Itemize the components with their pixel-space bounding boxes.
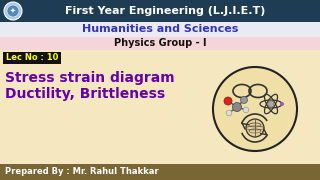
Circle shape <box>233 102 242 111</box>
Circle shape <box>213 67 297 151</box>
Circle shape <box>246 119 264 137</box>
Circle shape <box>268 101 274 107</box>
Text: Ductility, Brittleness: Ductility, Brittleness <box>5 87 165 101</box>
Circle shape <box>4 2 22 20</box>
Text: First Year Engineering (L.J.I.E.T): First Year Engineering (L.J.I.E.T) <box>65 6 265 16</box>
Text: Lec No : 10: Lec No : 10 <box>6 53 58 62</box>
FancyBboxPatch shape <box>0 22 320 37</box>
FancyBboxPatch shape <box>0 37 320 50</box>
Text: Stress strain diagram: Stress strain diagram <box>5 71 175 85</box>
FancyBboxPatch shape <box>0 0 320 22</box>
Text: Physics Group - I: Physics Group - I <box>114 39 206 48</box>
Circle shape <box>7 5 19 17</box>
Circle shape <box>224 97 232 105</box>
Circle shape <box>226 110 232 116</box>
Circle shape <box>241 96 247 103</box>
Circle shape <box>243 107 249 113</box>
Text: ✦: ✦ <box>10 8 16 14</box>
Circle shape <box>280 102 284 106</box>
Text: Humanities and Sciences: Humanities and Sciences <box>82 24 238 35</box>
FancyBboxPatch shape <box>3 52 61 64</box>
Text: Prepared By : Mr. Rahul Thakkar: Prepared By : Mr. Rahul Thakkar <box>5 168 159 177</box>
FancyBboxPatch shape <box>0 164 320 180</box>
